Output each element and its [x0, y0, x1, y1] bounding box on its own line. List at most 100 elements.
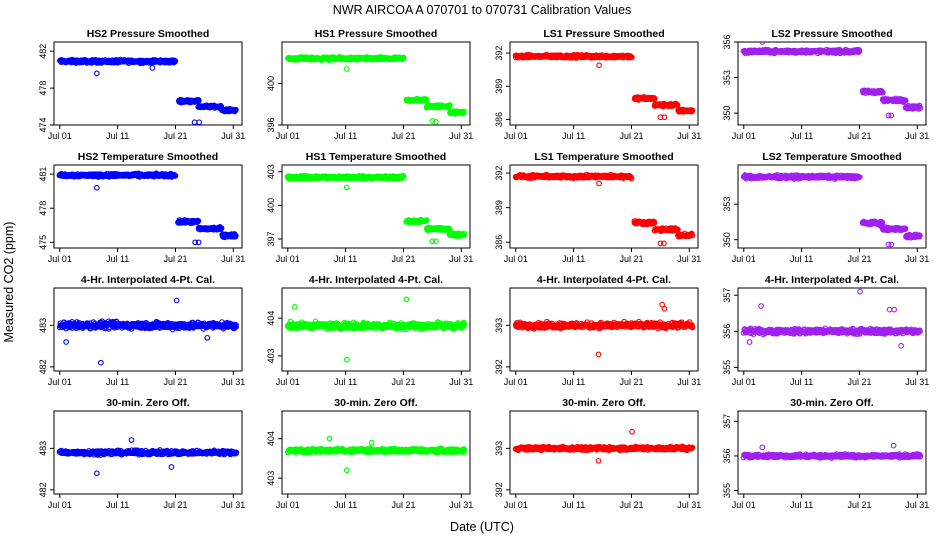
x-tick-label: Jul 11	[334, 254, 357, 264]
panel-title: HS2 Temperature Smoothed	[78, 151, 218, 163]
y-tick-label: 478	[38, 201, 48, 216]
data-point-outlier	[596, 352, 601, 357]
panel-title: HS1 Temperature Smoothed	[306, 151, 446, 163]
y-tick-label: 386	[494, 112, 504, 127]
x-axis-label: Date (UTC)	[450, 520, 514, 534]
panel-title: 4-Hr. Interpolated 4-Pt. Cal.	[765, 274, 899, 286]
y-tick-label: 400	[266, 76, 276, 91]
x-tick-label: Jul 01	[48, 254, 72, 264]
x-tick-label: Jul 21	[163, 131, 187, 141]
x-tick-label: Jul 21	[391, 254, 415, 264]
x-tick-label: Jul 01	[504, 131, 528, 141]
plot-frame	[54, 42, 242, 125]
data-points	[513, 172, 694, 245]
x-tick-label: Jul 01	[504, 377, 528, 387]
x-tick-label: Jul 21	[847, 377, 871, 387]
data-point-outlier	[150, 66, 155, 71]
data-points	[58, 57, 239, 124]
data-point-outlier	[64, 340, 69, 345]
y-tick-label: 389	[494, 200, 504, 215]
y-tick-label: 392	[494, 46, 504, 61]
y-tick-label: 478	[38, 81, 48, 96]
y-tick-label: 397	[266, 232, 276, 247]
y-tick-label: 350	[722, 232, 732, 247]
panel-title: HS1 Pressure Smoothed	[315, 28, 438, 40]
figure-title: NWR AIRCOA A 070701 to 070731 Calibratio…	[333, 3, 632, 17]
data-point-outlier	[95, 185, 100, 190]
panel-title: 4-Hr. Interpolated 4-Pt. Cal.	[309, 274, 443, 286]
x-tick-label: Jul 21	[163, 377, 187, 387]
y-tick-label: 353	[722, 197, 732, 212]
data-points	[513, 302, 694, 356]
y-tick-label: 389	[494, 79, 504, 94]
data-point-outlier	[662, 306, 667, 311]
x-tick-label: Jul 31	[449, 377, 473, 387]
y-tick-label: 482	[38, 359, 48, 374]
y-tick-label: 355	[722, 360, 732, 375]
x-tick-label: Jul 11	[790, 377, 813, 387]
x-tick-label: Jul 01	[48, 377, 72, 387]
data-point-outlier	[344, 185, 349, 190]
y-tick-label: 357	[722, 288, 732, 303]
x-tick-label: Jul 11	[790, 254, 813, 264]
x-tick-label: Jul 01	[276, 377, 300, 387]
x-tick-label: Jul 21	[619, 254, 643, 264]
y-tick-label: 400	[266, 198, 276, 213]
panel-title: LS1 Temperature Smoothed	[534, 151, 673, 163]
x-tick-label: Jul 11	[562, 377, 585, 387]
x-tick-label: Jul 21	[619, 131, 643, 141]
data-points	[57, 298, 238, 365]
x-tick-label: Jul 11	[790, 131, 813, 141]
x-tick-label: Jul 21	[847, 131, 871, 141]
x-tick-label: Jul 31	[905, 254, 929, 264]
data-point-outlier	[597, 63, 602, 68]
data-points	[513, 52, 695, 119]
y-tick-label: 356	[722, 34, 732, 49]
y-tick-label: 483	[38, 318, 48, 333]
y-tick-label: 474	[38, 117, 48, 132]
data-points	[57, 171, 238, 245]
x-tick-label: Jul 31	[449, 131, 473, 141]
data-points	[286, 55, 467, 125]
y-tick-label: 350	[722, 106, 732, 121]
x-tick-label: Jul 11	[334, 377, 357, 387]
panel-title: LS2 Temperature Smoothed	[762, 151, 901, 163]
data-points	[285, 297, 466, 362]
data-point-outlier	[404, 297, 409, 302]
y-tick-label: 475	[38, 235, 48, 250]
y-tick-label: 386	[494, 235, 504, 250]
x-tick-label: Jul 01	[732, 131, 756, 141]
x-tick-label: Jul 31	[677, 377, 701, 387]
x-tick-label: Jul 31	[905, 377, 929, 387]
y-tick-label: 482	[38, 44, 48, 59]
data-points	[741, 40, 923, 118]
x-tick-label: Jul 01	[504, 254, 528, 264]
panel-title: LS2 Pressure Smoothed	[771, 28, 892, 40]
y-tick-label: 392	[494, 359, 504, 374]
y-tick-label: 392	[494, 166, 504, 181]
data-point-outlier	[889, 242, 894, 247]
panel-9: 4-Hr. Interpolated 4-Pt. Cal. Jul 01 Jul 1…	[38, 274, 245, 387]
x-tick-label: Jul 01	[48, 131, 72, 141]
panel-title: 4-Hr. Interpolated 4-Pt. Cal.	[81, 274, 215, 286]
x-tick-label: Jul 21	[391, 377, 415, 387]
x-tick-label: Jul 11	[106, 131, 129, 141]
data-points	[741, 289, 922, 348]
data-point-outlier	[292, 305, 297, 310]
x-tick-label: Jul 21	[619, 377, 643, 387]
x-tick-label: Jul 11	[106, 377, 129, 387]
x-tick-label: Jul 21	[847, 254, 871, 264]
y-tick-label: 403	[266, 348, 276, 363]
y-tick-label: 481	[38, 167, 48, 182]
plot-frame	[282, 42, 470, 125]
x-tick-label: Jul 21	[163, 254, 187, 264]
x-tick-label: Jul 11	[562, 131, 585, 141]
